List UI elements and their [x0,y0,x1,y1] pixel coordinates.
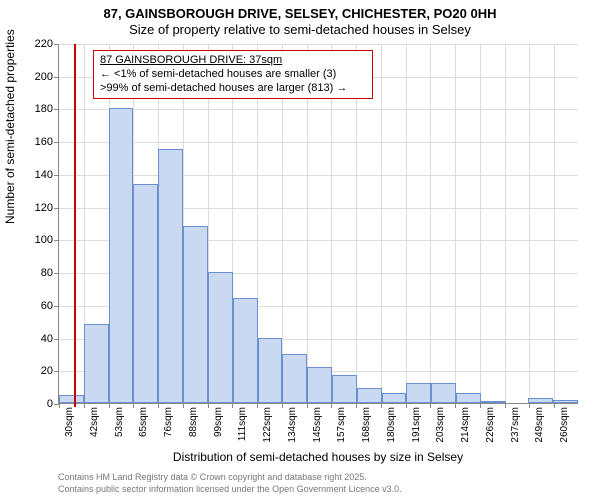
ytick-label: 220 [35,38,53,50]
xtick-label: 180sqm [386,407,397,443]
xtick-mark [59,403,60,408]
xtick-label: 203sqm [435,407,446,443]
xtick-label: 30sqm [64,407,75,437]
bar [382,393,407,403]
bar [84,324,109,403]
xtick-label: 157sqm [336,407,347,443]
footer-line1: Contains HM Land Registry data © Crown c… [58,472,367,482]
ytick-label: 200 [35,71,53,83]
xtick-mark [282,403,283,408]
xtick-mark [381,403,382,408]
chart-title-line1: 87, GAINSBOROUGH DRIVE, SELSEY, CHICHEST… [0,6,600,21]
ytick-label: 120 [35,202,53,214]
chart-title-line2: Size of property relative to semi-detach… [0,22,600,37]
bar [528,398,553,403]
xtick-label: 65sqm [138,407,149,437]
bar [59,395,84,403]
xtick-mark [158,403,159,408]
xtick-label: 88sqm [188,407,199,437]
footer-line2: Contains public sector information licen… [58,484,402,494]
xtick-label: 76sqm [163,407,174,437]
ytick-label: 180 [35,103,53,115]
annotation-box: 87 GAINSBOROUGH DRIVE: 37sqm ← <1% of se… [93,50,373,99]
xtick-mark [455,403,456,408]
bar [109,108,134,403]
bar [282,354,307,403]
xtick-label: 168sqm [361,407,372,443]
annotation-line3: >99% of semi-detached houses are larger … [100,82,366,96]
xtick-label: 249sqm [534,407,545,443]
xtick-label: 226sqm [485,407,496,443]
bar [553,400,578,403]
xtick-label: 111sqm [237,407,248,441]
bar [406,383,431,403]
xtick-label: 145sqm [312,407,323,443]
xtick-mark [133,403,134,408]
xtick-mark [356,403,357,408]
xtick-label: 237sqm [510,407,521,443]
xtick-mark [109,403,110,408]
xtick-mark [257,403,258,408]
xtick-label: 53sqm [114,407,125,437]
y-axis-label: Number of semi-detached properties [3,29,17,224]
x-axis-label: Distribution of semi-detached houses by … [58,450,578,464]
bar [133,184,158,403]
xtick-mark [480,403,481,408]
xtick-mark [505,403,506,408]
xtick-mark [307,403,308,408]
ytick-label: 40 [41,333,53,345]
marker-line [74,44,76,407]
xtick-label: 99sqm [213,407,224,437]
ytick-label: 20 [41,365,53,377]
xtick-label: 191sqm [411,407,422,443]
xtick-mark [183,403,184,408]
xtick-label: 260sqm [559,407,570,443]
bar [357,388,382,403]
bar [481,401,506,403]
bar [307,367,332,403]
bar [208,272,233,403]
xtick-label: 134sqm [287,407,298,443]
xtick-mark [529,403,530,408]
xtick-label: 42sqm [89,407,100,437]
bar [258,338,283,403]
ytick-label: 160 [35,136,53,148]
annotation-line1: 87 GAINSBOROUGH DRIVE: 37sqm [100,54,366,68]
xtick-label: 214sqm [460,407,471,443]
annotation-line2: ← <1% of semi-detached houses are smalle… [100,68,366,82]
ytick-label: 80 [41,267,53,279]
xtick-mark [232,403,233,408]
bar [158,149,183,403]
ytick-label: 60 [41,300,53,312]
ytick-label: 0 [47,398,53,410]
xtick-mark [84,403,85,408]
xtick-mark [208,403,209,408]
ytick-label: 140 [35,169,53,181]
bar [431,383,456,403]
xtick-mark [554,403,555,408]
bar [456,393,481,403]
ytick-label: 100 [35,234,53,246]
bar [233,298,258,403]
bar [183,226,208,403]
plot-area: 87 GAINSBOROUGH DRIVE: 37sqm ← <1% of se… [58,44,578,404]
xtick-mark [406,403,407,408]
xtick-mark [331,403,332,408]
chart-container: 87, GAINSBOROUGH DRIVE, SELSEY, CHICHEST… [0,0,600,500]
xtick-mark [430,403,431,408]
xtick-label: 122sqm [262,407,273,443]
bar [332,375,357,403]
